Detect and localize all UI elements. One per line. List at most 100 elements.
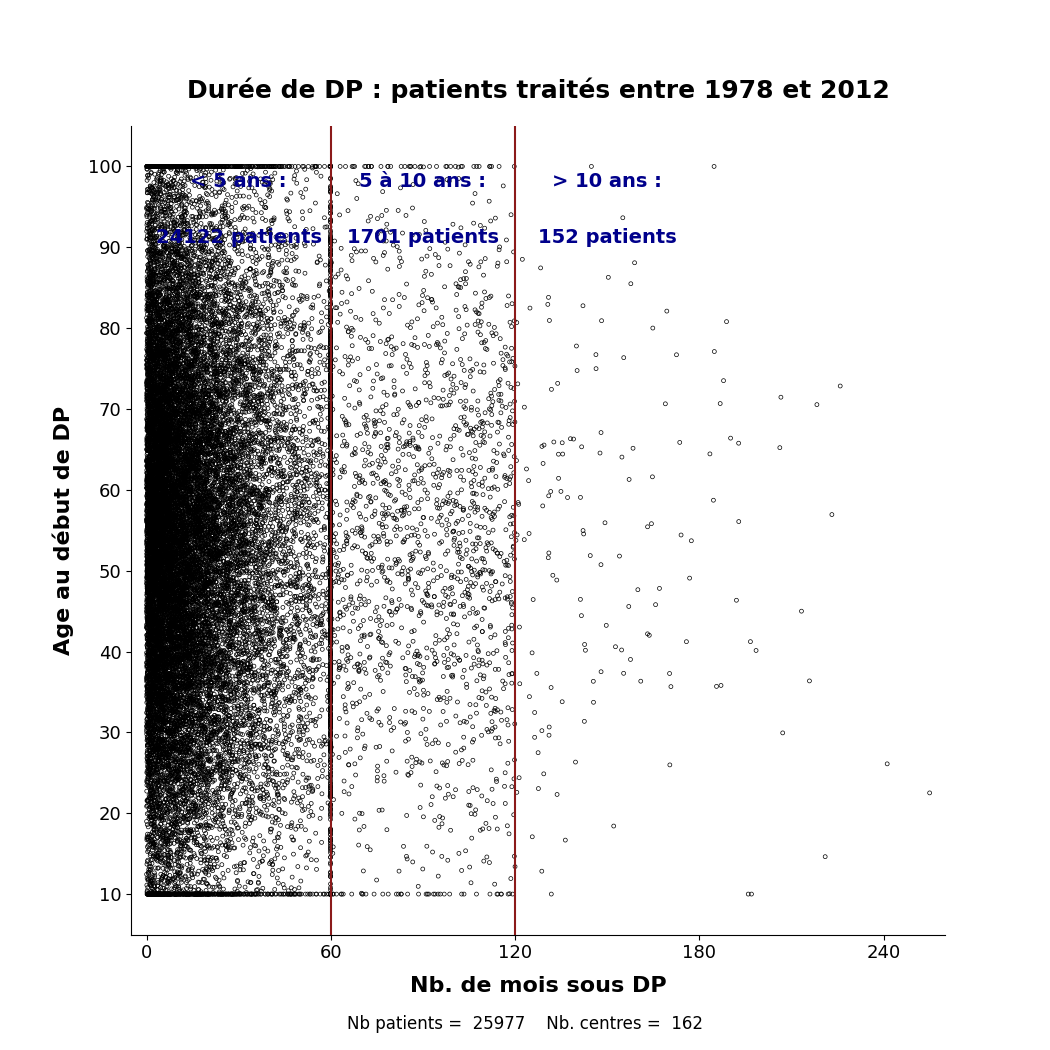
Point xyxy=(239,643,256,659)
Point xyxy=(376,482,393,499)
Point xyxy=(301,705,318,721)
Point xyxy=(205,710,222,727)
Point xyxy=(166,560,183,576)
Point xyxy=(190,705,207,721)
Point xyxy=(148,602,165,618)
Point xyxy=(238,381,255,398)
Point xyxy=(193,742,210,759)
Point xyxy=(175,187,192,204)
Point xyxy=(181,371,197,387)
Point xyxy=(170,545,187,562)
Point xyxy=(322,647,339,664)
Point xyxy=(163,478,180,495)
Point xyxy=(193,432,210,448)
Point xyxy=(224,693,240,710)
Point xyxy=(148,459,165,476)
Point xyxy=(278,265,295,281)
Point xyxy=(155,575,172,592)
Point xyxy=(223,673,239,690)
Point xyxy=(167,550,184,567)
Point xyxy=(253,158,270,174)
Point xyxy=(390,503,406,520)
Point xyxy=(141,449,158,466)
Point xyxy=(165,600,182,616)
Point xyxy=(246,837,262,854)
Point xyxy=(224,390,240,406)
Point xyxy=(169,247,186,264)
Point xyxy=(198,576,215,593)
Point xyxy=(158,576,174,593)
Point xyxy=(167,484,184,501)
Point xyxy=(139,521,155,538)
Point xyxy=(170,662,187,678)
Point xyxy=(159,319,175,336)
Point xyxy=(160,506,176,523)
Point xyxy=(244,402,260,419)
Point xyxy=(402,158,419,174)
Point xyxy=(490,242,507,258)
Point xyxy=(801,672,818,689)
Point xyxy=(177,713,194,730)
Point xyxy=(186,288,203,304)
Point xyxy=(181,561,197,578)
Point xyxy=(150,709,167,726)
Point xyxy=(201,600,217,616)
Point xyxy=(208,288,225,304)
Point xyxy=(209,426,226,443)
Point xyxy=(461,590,478,607)
Point xyxy=(205,503,222,520)
Point xyxy=(181,400,197,417)
Point xyxy=(322,309,339,326)
Point xyxy=(410,580,426,596)
Point xyxy=(377,500,394,517)
Point xyxy=(153,840,170,857)
Point xyxy=(224,262,240,279)
Point xyxy=(142,521,159,538)
Point xyxy=(200,467,216,484)
Point xyxy=(145,569,162,586)
Point xyxy=(270,414,287,430)
Point xyxy=(149,525,166,542)
Point xyxy=(178,348,195,364)
Point xyxy=(148,500,165,517)
Point xyxy=(322,481,339,498)
Point xyxy=(189,580,206,596)
Point xyxy=(316,436,333,453)
Point xyxy=(150,158,167,174)
Point xyxy=(161,374,177,391)
Point xyxy=(153,465,170,482)
Point xyxy=(163,484,180,501)
Point xyxy=(447,514,464,531)
Point xyxy=(145,646,162,663)
Point xyxy=(170,541,187,558)
Point xyxy=(184,295,201,312)
Point xyxy=(184,658,201,675)
Point xyxy=(173,618,190,635)
Point xyxy=(177,616,194,633)
Point xyxy=(207,885,224,902)
Point xyxy=(200,702,216,719)
Point xyxy=(236,416,253,433)
Point xyxy=(214,423,231,440)
Point xyxy=(227,171,244,188)
Point xyxy=(170,566,187,583)
Point xyxy=(171,348,188,364)
Point xyxy=(243,331,259,348)
Point xyxy=(152,320,169,337)
Point xyxy=(166,322,183,339)
Point xyxy=(556,832,573,848)
Point xyxy=(146,185,163,202)
Point xyxy=(148,558,165,574)
Point xyxy=(156,854,173,870)
Point xyxy=(181,471,197,488)
Point xyxy=(304,650,321,667)
Point xyxy=(277,747,294,763)
Point xyxy=(193,631,210,648)
Point xyxy=(268,273,285,290)
Point xyxy=(160,682,176,699)
Point xyxy=(321,452,338,468)
Point xyxy=(205,672,222,689)
Point xyxy=(203,674,219,691)
Point xyxy=(378,396,395,413)
Point xyxy=(146,802,163,819)
